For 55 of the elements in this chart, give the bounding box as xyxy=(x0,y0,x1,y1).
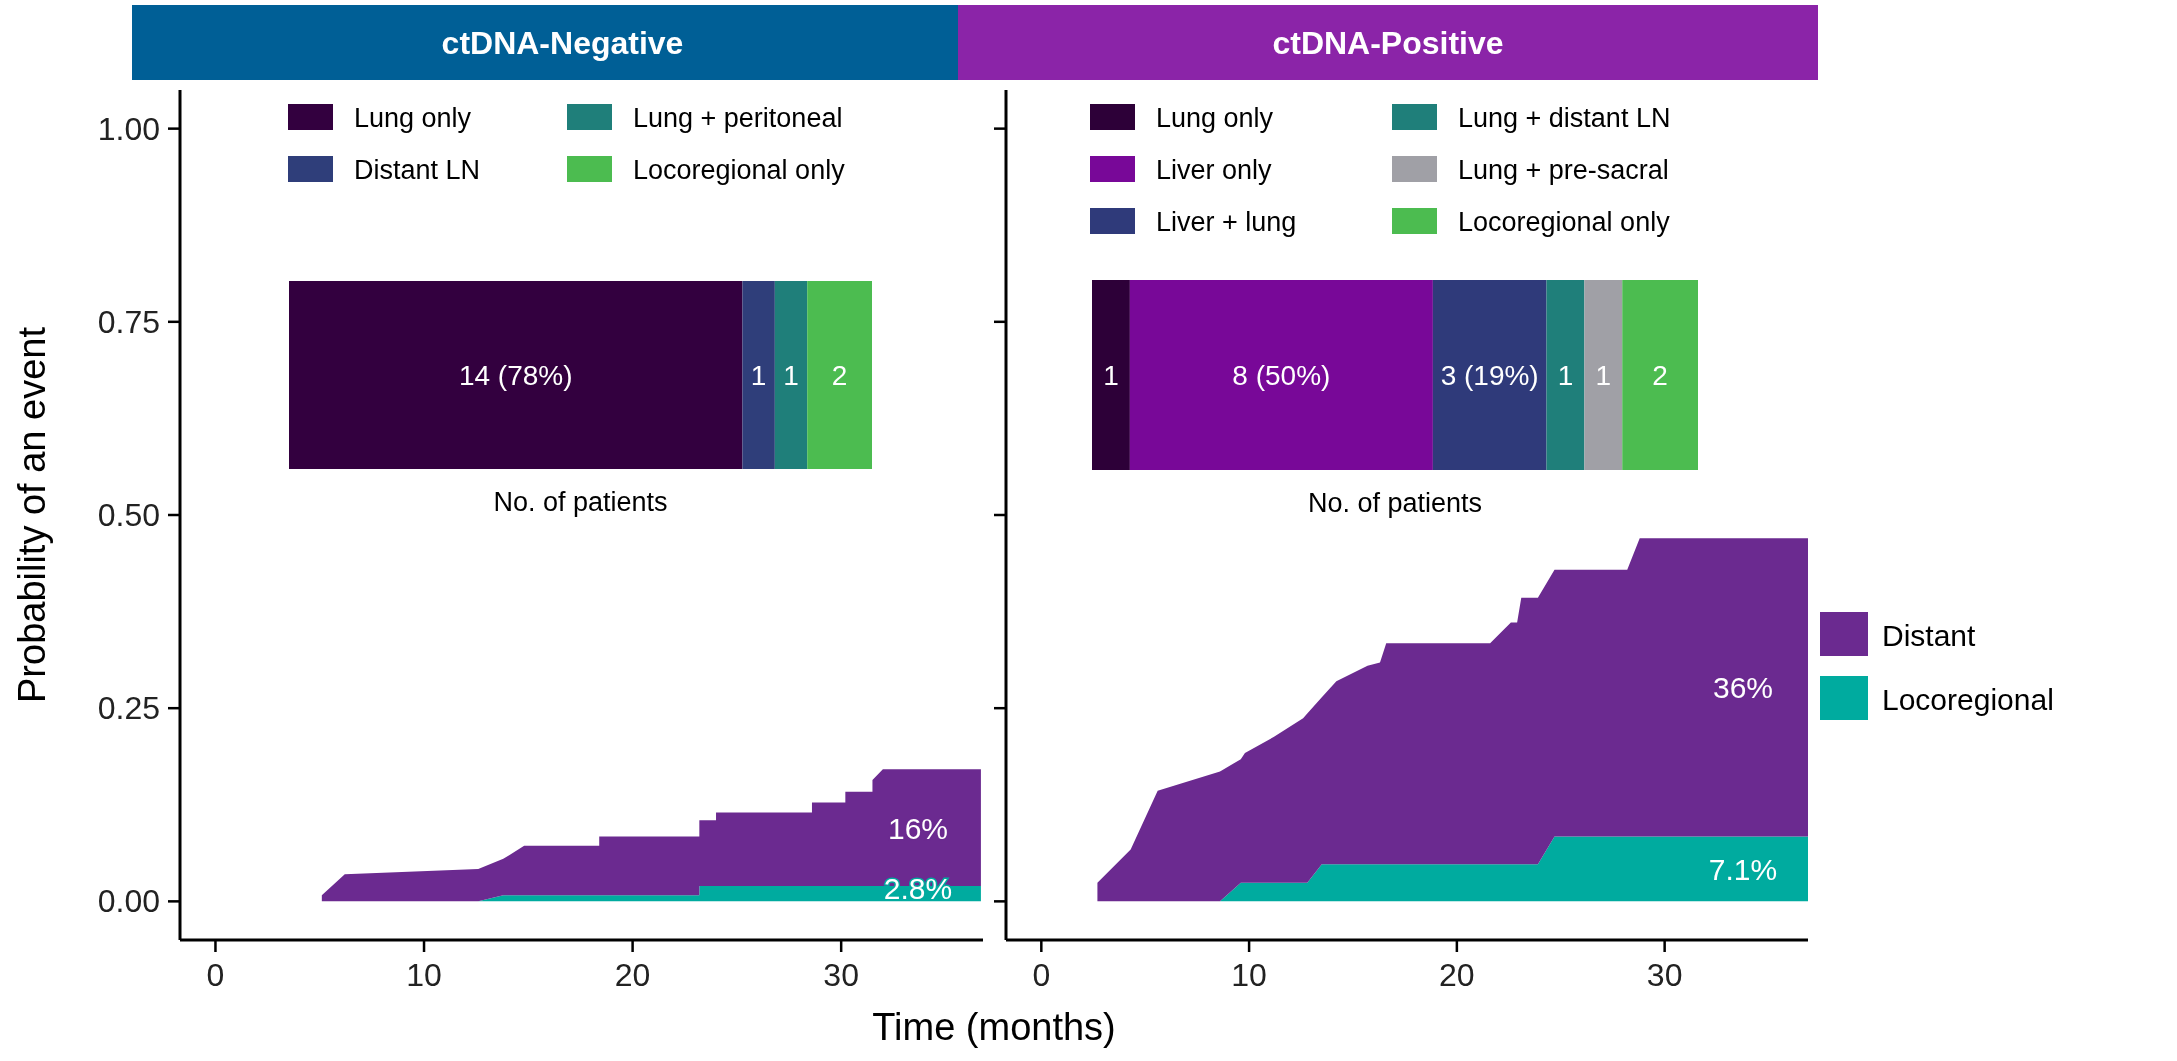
x-axis-title: No. of patients xyxy=(493,487,668,517)
legend-label: Lung + distant LN xyxy=(1458,103,1671,133)
chart-title: ctDNA-Negative xyxy=(441,25,684,61)
x-tick-label: 30 xyxy=(823,957,859,993)
x-axis-title: Time (months) xyxy=(872,1006,1116,1048)
data-label: 2 xyxy=(831,360,848,391)
bar xyxy=(1129,280,1433,470)
bar xyxy=(807,281,872,469)
x-tick-label: 0 xyxy=(1032,957,1051,993)
data-label: 1 xyxy=(1595,360,1612,391)
data-label: 14 (78%) xyxy=(458,360,573,391)
bar xyxy=(1622,280,1698,470)
data-label: 2 xyxy=(1652,360,1668,391)
bar xyxy=(1092,280,1130,470)
bar xyxy=(1584,280,1623,470)
bar xyxy=(289,281,743,469)
y-tick-label: 0.75 xyxy=(97,303,160,340)
legend-label: Locoregional only xyxy=(633,155,846,185)
y-tick-label: 1.00 xyxy=(97,110,160,147)
bar xyxy=(742,281,775,469)
x-tick-label: 10 xyxy=(406,957,442,993)
y-tick-label: 0.00 xyxy=(97,883,160,920)
legend-label: Lung only xyxy=(354,103,472,133)
x-tick-label: 20 xyxy=(614,957,651,993)
bar xyxy=(774,281,808,469)
bar xyxy=(1432,280,1547,470)
bar xyxy=(1546,280,1585,470)
y-tick-label: 0.50 xyxy=(97,497,160,533)
x-tick-label: 10 xyxy=(1231,957,1267,993)
x-tick-label: 20 xyxy=(1439,957,1475,993)
legend-label: Locoregional only xyxy=(1458,207,1671,237)
y-axis-title: Probability of an event xyxy=(11,326,53,704)
legend-label: Distant LN xyxy=(354,155,481,185)
data-label: 3 (19%) xyxy=(1440,360,1539,391)
legend-label: Distant xyxy=(1882,619,1977,652)
legend-label: Lung + pre-sacral xyxy=(1458,155,1669,185)
data-label: 1 xyxy=(750,360,767,391)
legend-label: Liver only xyxy=(1156,155,1273,185)
legend-label: Locoregional xyxy=(1882,683,2054,716)
data-label: 1 xyxy=(1103,360,1119,391)
legend-label: Liver + lung xyxy=(1156,207,1297,237)
data-label: 1 xyxy=(1557,360,1574,391)
x-tick-label: 0 xyxy=(206,957,225,993)
legend-label: Lung only xyxy=(1156,103,1274,133)
y-tick-label: 0.25 xyxy=(97,690,160,727)
x-tick-label: 30 xyxy=(1646,957,1683,993)
data-label: 8 (50%) xyxy=(1232,360,1331,391)
annotation: 7.1% xyxy=(1708,852,1778,886)
annotation: 2.8% xyxy=(883,872,953,906)
x-axis-title: No. of patients xyxy=(1307,488,1483,518)
annotation: 36% xyxy=(1712,671,1774,705)
chart-title: ctDNA-Positive xyxy=(1272,25,1504,61)
data-label: 1 xyxy=(783,360,799,391)
annotation: 16% xyxy=(887,811,949,845)
legend-label: Lung + peritoneal xyxy=(633,103,843,133)
